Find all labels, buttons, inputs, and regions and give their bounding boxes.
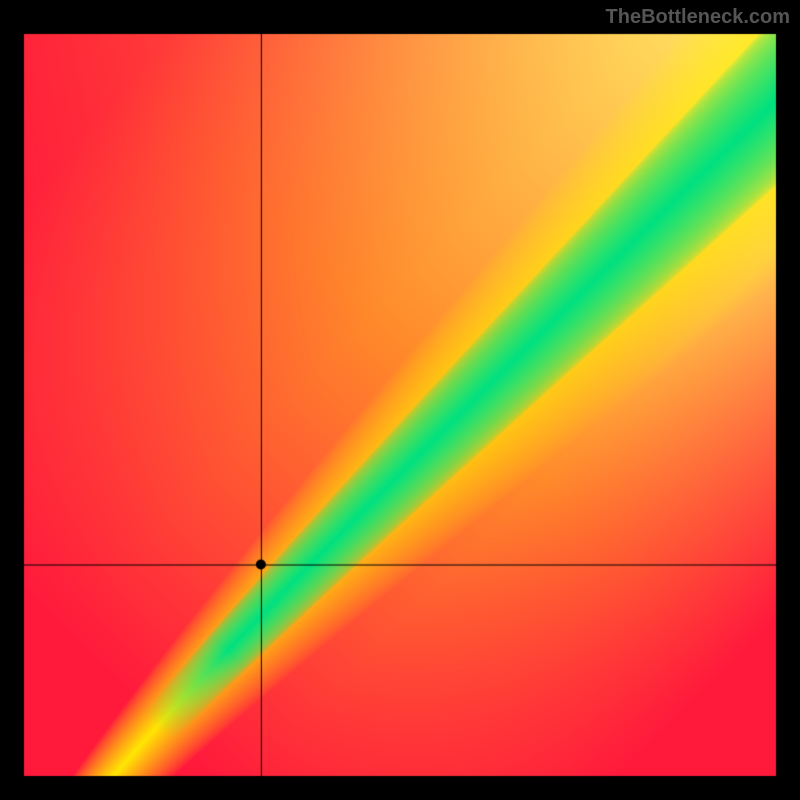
chart-container: TheBottleneck.com bbox=[0, 0, 800, 800]
watermark-text: TheBottleneck.com bbox=[606, 6, 790, 29]
bottleneck-heatmap bbox=[0, 0, 800, 800]
